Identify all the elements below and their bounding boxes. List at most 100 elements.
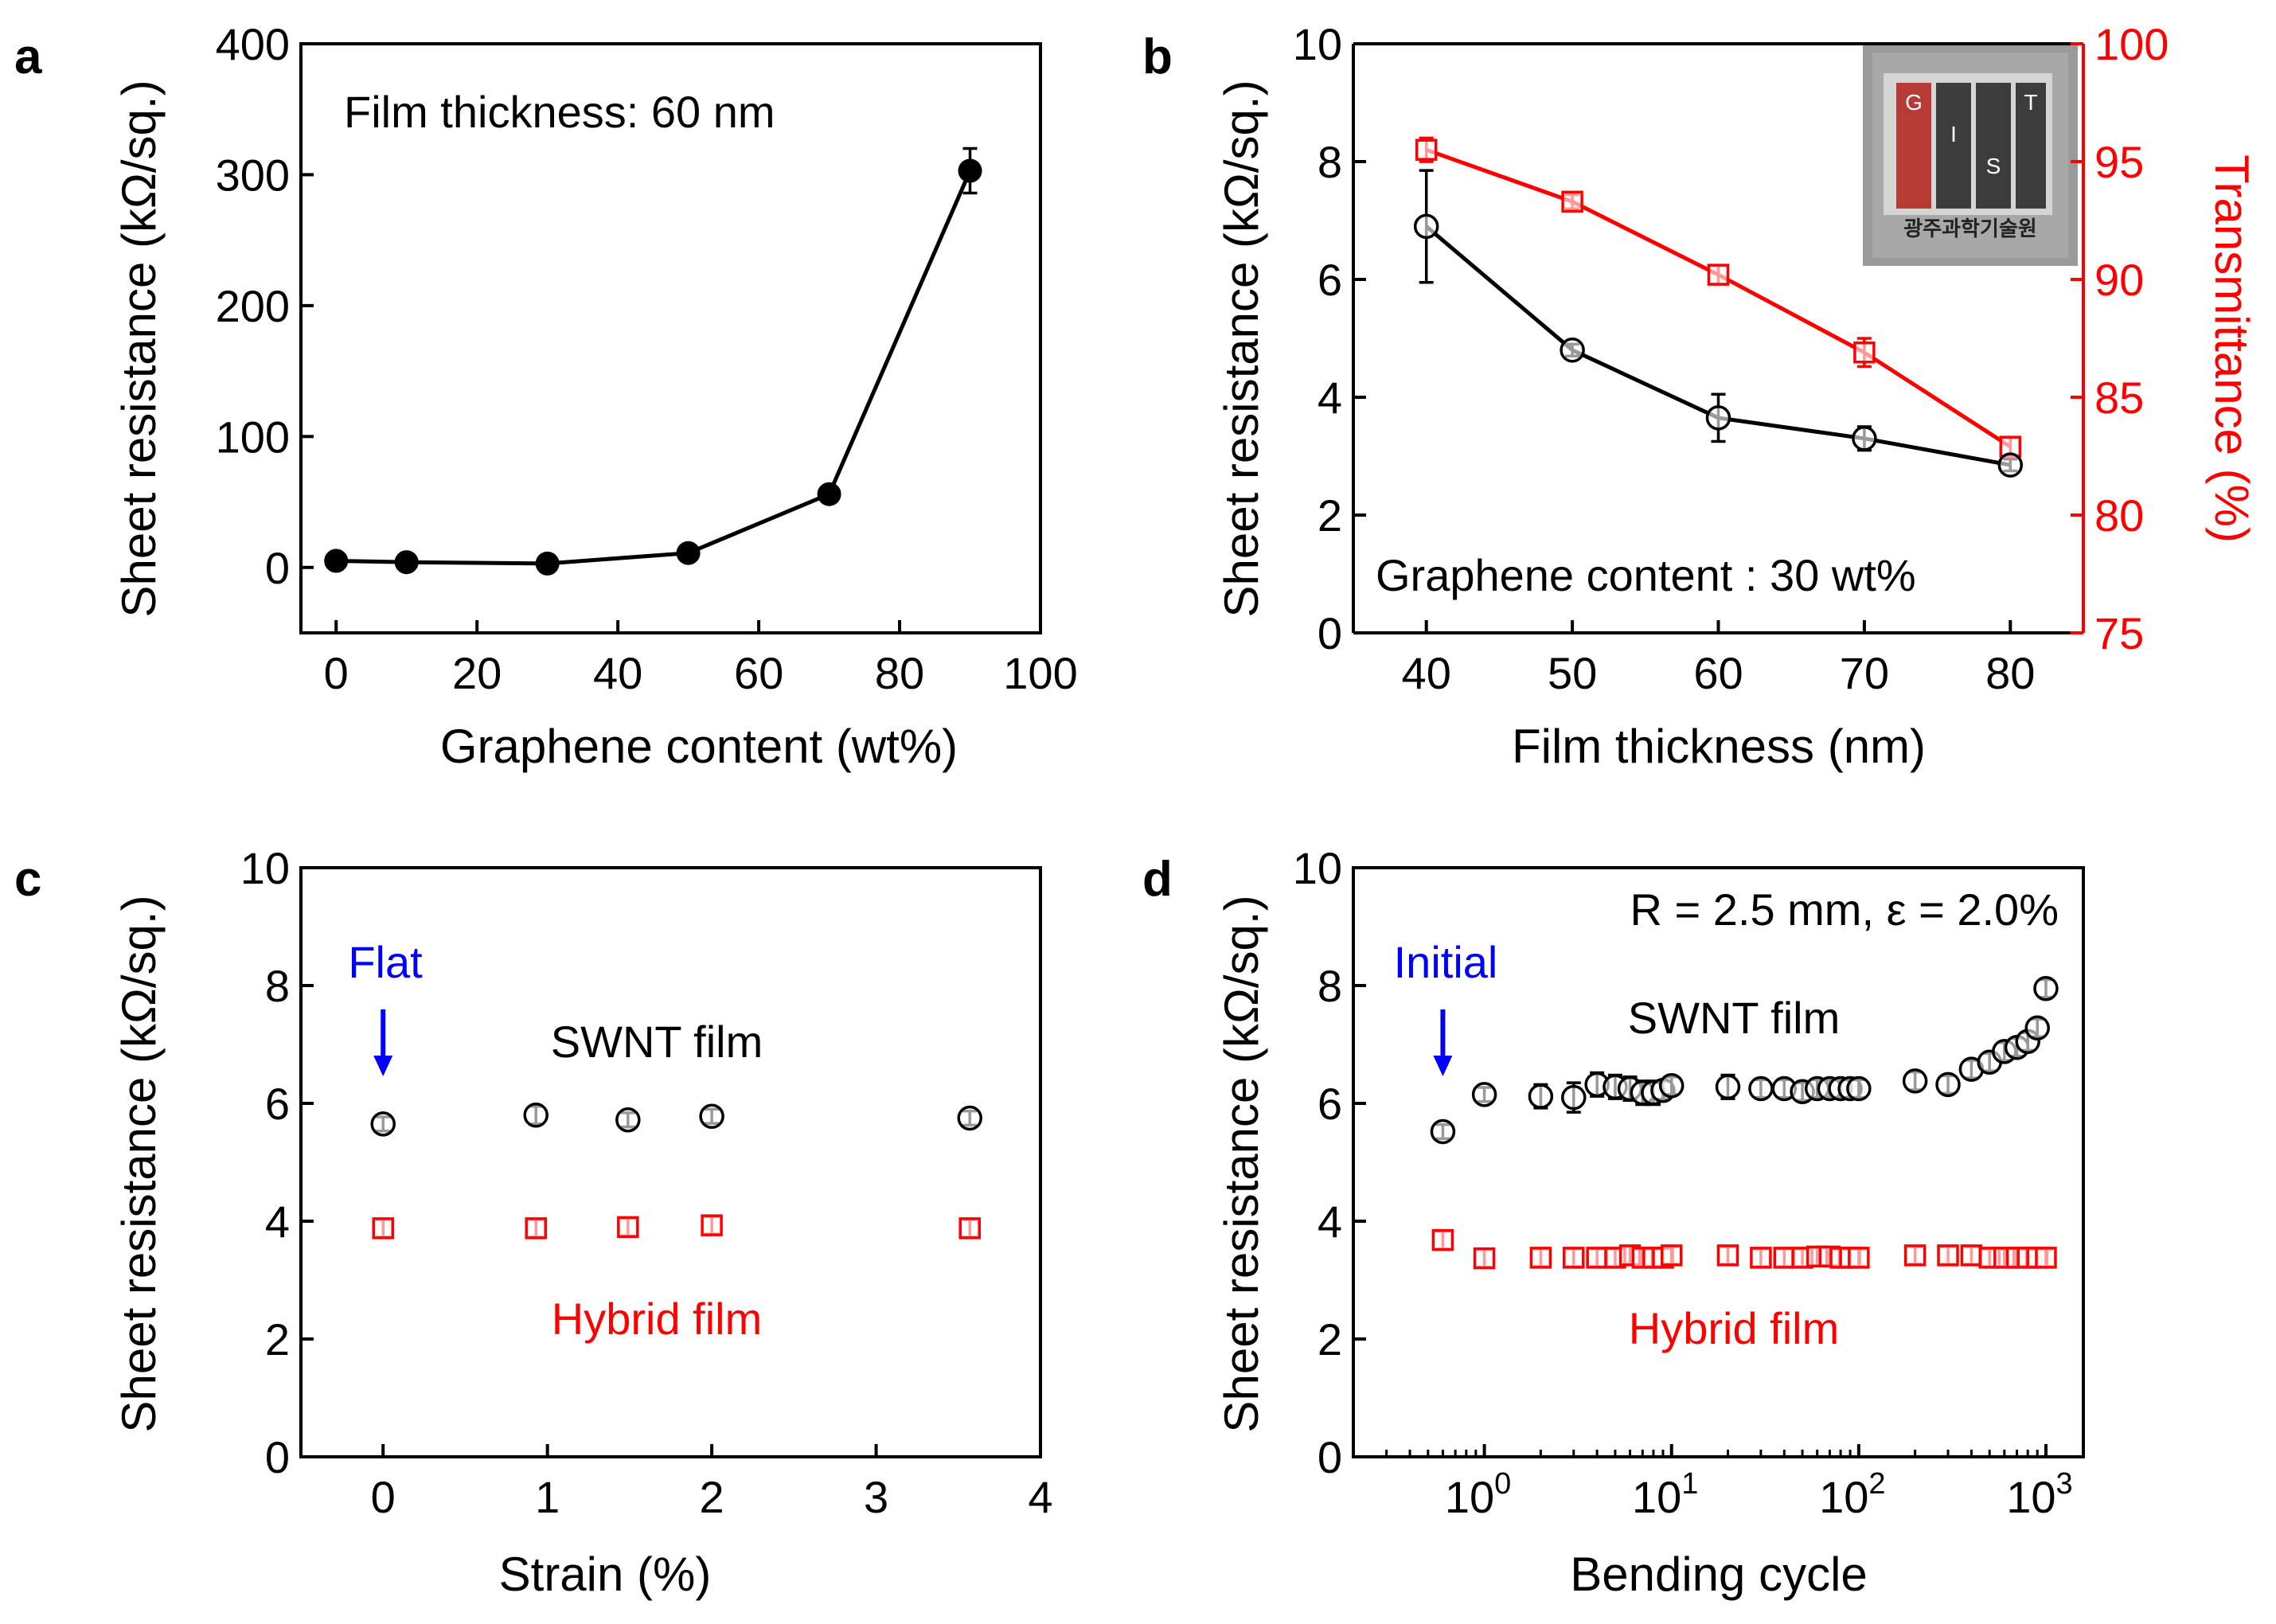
panel-c-letter: c (14, 852, 41, 907)
panel-c-xtick-label: 4 (1028, 1472, 1052, 1522)
panel-b-ytick-label-right: 95 (2094, 137, 2144, 187)
panel-d-data-point (1848, 1247, 1870, 1269)
inset-letter-t: T (2024, 90, 2037, 115)
panel-b-annotation: Graphene content : 30 wt% (1376, 550, 1916, 600)
panel-b-letter: b (1142, 29, 1173, 84)
panel-b-ylabel: Sheet resistance (kΩ/sq.) (1215, 80, 1268, 617)
panel-c-data-point (617, 1216, 639, 1239)
panel-d-data-point (2033, 975, 2059, 1001)
panel-b-xtick-label: 70 (1840, 648, 1889, 698)
panel-a-ytick-label: 300 (216, 150, 290, 200)
panel-d-data-point (1660, 1244, 1683, 1267)
panel-a-data-point (958, 158, 982, 183)
panel-d-data-point (2024, 1015, 2050, 1041)
panel-c-data-point (525, 1217, 547, 1239)
panel-c: c Sheet resistance (kΩ/sq.) Strain (%) S… (14, 843, 1053, 1601)
panel-d-ytick-label: 10 (1293, 843, 1342, 893)
panel-d-xtick-label: 102 (1819, 1467, 1885, 1522)
panel-a-xlabel: Graphene content (wt%) (440, 720, 958, 773)
panel-a-annotation: Film thickness: 60 nm (344, 87, 775, 137)
panel-c-ytick-label: 10 (240, 843, 290, 893)
panel-a-ylabel: Sheet resistance (kΩ/sq.) (112, 80, 166, 617)
inset-logo-bar-s (1976, 83, 2011, 209)
panel-c-ytick-label: 0 (265, 1432, 290, 1482)
panel-b-xlabel: Film thickness (nm) (1512, 720, 1926, 773)
panel-d-data-point (1431, 1228, 1454, 1251)
panel-b-data-point (1997, 452, 2024, 478)
panel-a-data-point (394, 550, 419, 575)
panel-b-xtick-label: 80 (1985, 648, 2035, 698)
panel-c-ytick-label: 8 (265, 961, 290, 1011)
panel-a-letter: a (14, 29, 42, 84)
panel-b-ytick-label: 4 (1318, 373, 1342, 423)
panel-c-data-point (699, 1103, 724, 1130)
panel-a-ytick-label: 100 (216, 412, 290, 462)
panel-b-data-point (1707, 264, 1730, 286)
panel-d-data-point (1473, 1247, 1496, 1270)
panel-c-xtick-label: 0 (371, 1472, 396, 1522)
inset-logo-bar-g (1896, 83, 1931, 209)
panel-d-data-point (1430, 1118, 1456, 1145)
panel-a-xtick-label: 80 (875, 648, 924, 698)
panel-b-data-point (1413, 213, 1439, 240)
panel-d-data-point (2035, 1247, 2057, 1269)
panel-d-data-point (1748, 1076, 1774, 1102)
panel-d-xtick-label: 100 (1445, 1467, 1511, 1522)
panel-a-ytick-label: 0 (265, 543, 290, 593)
panel-c-arrow-head (373, 1056, 393, 1076)
panel-c-frame (299, 866, 1042, 1458)
panel-c-ytick-label: 2 (265, 1314, 290, 1364)
panel-c-flat-label: Flat (348, 937, 423, 987)
panel-d-data-point (1937, 1244, 1959, 1267)
panel-d-annotation: R = 2.5 mm, ε = 2.0% (1630, 884, 2059, 935)
panel-b-xtick-label: 60 (1693, 648, 1743, 698)
panel-a-xtick-label: 0 (324, 648, 349, 698)
panel-c-data-point (615, 1107, 641, 1133)
panel-d-ytick-label: 4 (1318, 1197, 1342, 1247)
panel-b-ytick-label: 2 (1318, 490, 1342, 541)
panel-c-xlabel: Strain (%) (499, 1548, 712, 1601)
panel-d-data-point (1586, 1247, 1608, 1269)
panel-c-data-point (957, 1105, 982, 1131)
inset-letter-s: S (1986, 154, 2001, 178)
panel-c-data-point (523, 1103, 549, 1128)
panel-d-data-point (1529, 1247, 1552, 1269)
inset-logo-bar-i (1936, 83, 1971, 209)
panel-d-data-point (1561, 1084, 1587, 1111)
panel-c-xtick-label: 1 (535, 1472, 560, 1522)
panel-d-data-point (1935, 1072, 1961, 1098)
panel-b-data-point (1853, 342, 1876, 364)
panel-b-ytick-label: 6 (1318, 255, 1342, 305)
panel-a-data-point (817, 482, 841, 506)
inset-korean-caption: 광주과학기술원 (1903, 217, 2036, 240)
panel-d-plot-area: 100 101 102 103 0 2 4 6 8 10 (1293, 843, 2085, 1522)
panel-b-ytick-label: 10 (1293, 19, 1342, 69)
panel-c-ytick-label: 6 (265, 1079, 290, 1129)
panel-b-data-point (1852, 426, 1877, 451)
panel-b-ylabel-right: Transmittance (%) (2205, 154, 2258, 543)
panel-d-data-point (1960, 1244, 1983, 1267)
panel-c-data-point (701, 1214, 723, 1236)
panel-c-ytick-label: 4 (265, 1197, 290, 1247)
panel-d-data-point (1471, 1082, 1497, 1107)
panel-a: a Sheet resistance (kΩ/sq.) Graphene con… (14, 19, 1078, 773)
panel-d-data-point (1563, 1247, 1585, 1269)
panel-c-xtick-label: 3 (864, 1472, 888, 1522)
panel-d-xtick-label: 103 (2006, 1467, 2072, 1522)
panel-a-xtick-label: 20 (452, 648, 502, 698)
panel-c-data-point (370, 1111, 396, 1137)
panel-b-ytick-label-right: 90 (2094, 255, 2144, 305)
panel-a-frame (299, 42, 1042, 634)
inset-letter-i: I (1950, 122, 1957, 146)
panel-d-data-point (1903, 1244, 1927, 1267)
panel-b: b Sheet resistance (kΩ/sq.) Transmittanc… (1142, 19, 2258, 773)
panel-d-data-point (1716, 1244, 1739, 1267)
panel-a-ytick-label: 400 (216, 19, 290, 69)
panel-a-series-line (336, 170, 972, 566)
panel-d-swnt-label: SWNT film (1628, 993, 1841, 1043)
panel-c-hybrid-label: Hybrid film (552, 1294, 762, 1344)
panel-c-xtick-label: 2 (700, 1472, 724, 1522)
panel-a-xtick-label: 40 (593, 648, 642, 698)
gist-logo-inset: G I S T 광주과학기술원 (1863, 45, 2078, 266)
panel-a-ytick-label: 200 (216, 281, 290, 331)
